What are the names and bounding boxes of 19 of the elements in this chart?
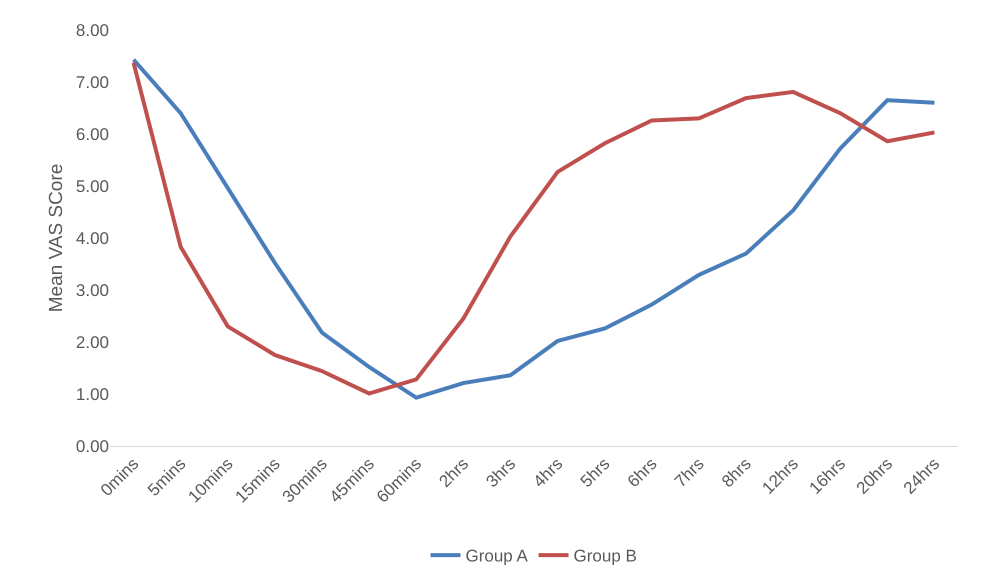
y-tick-label: 2.00 xyxy=(76,332,109,352)
x-tick-label: 8hrs xyxy=(718,454,755,492)
x-tick-label: 2hrs xyxy=(435,454,472,492)
x-tick-label: 5hrs xyxy=(576,454,614,492)
legend-label: Group B xyxy=(574,546,637,566)
x-tick-label: 3hrs xyxy=(482,454,520,492)
y-tick-label: 8.00 xyxy=(76,20,109,40)
x-tick-label: 7hrs xyxy=(670,454,708,492)
y-tick-label: 0.00 xyxy=(76,436,109,456)
y-tick-label: 7.00 xyxy=(76,72,109,92)
y-tick-label: 5.00 xyxy=(76,176,109,196)
y-tick-label: 1.00 xyxy=(76,384,109,404)
y-tick-label: 6.00 xyxy=(76,124,109,144)
y-tick-label: 3.00 xyxy=(76,280,109,300)
x-tick-label: 4hrs xyxy=(530,454,566,492)
legend-label: Group A xyxy=(466,546,529,566)
x-tick-label: 6hrs xyxy=(624,454,661,492)
y-tick-label: 4.00 xyxy=(76,228,109,248)
y-axis-title: Mean VAS SCore xyxy=(46,164,67,312)
